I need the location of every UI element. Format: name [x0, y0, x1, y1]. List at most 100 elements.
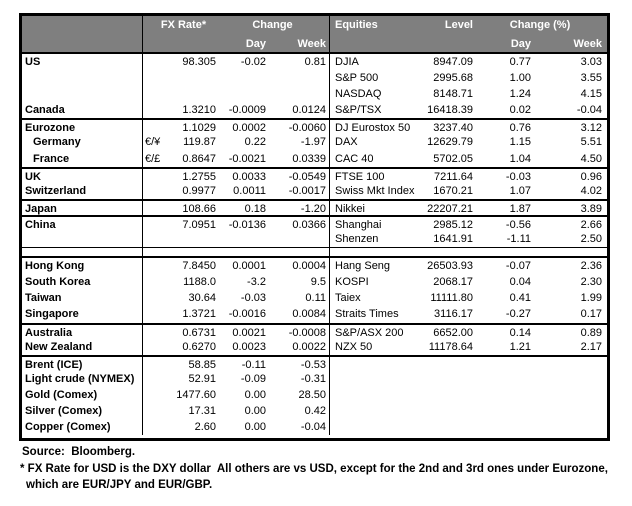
- equity-level-value: 2068.17: [433, 276, 473, 289]
- fx-week-change: -0.0549: [266, 168, 330, 183]
- fx-pair-label: [143, 120, 169, 134]
- fx-week-change: 0.0084: [266, 306, 330, 323]
- equity-level-value: 12629.79: [427, 136, 473, 149]
- fx-day-change: -0.02: [240, 56, 266, 68]
- fx-week-change: 0.81: [266, 54, 330, 71]
- equity-day-change: [473, 248, 531, 256]
- equity-day-change: -0.56: [505, 218, 531, 231]
- fx-day-change: -3.2: [247, 276, 266, 289]
- fx-rate-value: 17.31: [188, 404, 216, 417]
- equity-label: Taiex: [335, 292, 361, 305]
- fx-day-change: 0.0011: [233, 184, 266, 197]
- fx-week-change: 0.0339: [266, 150, 330, 167]
- equity-level-value: 1641.91: [433, 233, 473, 246]
- fx-day-change: 0.0002: [232, 122, 266, 135]
- header-blank-cell: [22, 35, 143, 54]
- header-blank-cell: [418, 35, 473, 54]
- fx-pair-label: [143, 102, 169, 118]
- equity-day-change: 0.77: [509, 56, 531, 68]
- fx-week-change: [266, 70, 330, 87]
- fx-rate-value: 1188.0: [183, 276, 216, 289]
- fx-pair-label: [143, 86, 169, 102]
- equity-level-value: 2985.12: [433, 218, 473, 231]
- equity-week-change: [531, 371, 607, 387]
- fx-day-change: -0.11: [241, 358, 266, 371]
- fx-rate-value: 30.64: [188, 292, 216, 305]
- table-row: Switzerland 0.9977 0.0011 -0.0017 Swiss Mkt …: [22, 182, 607, 199]
- fx-pair-label: [143, 231, 169, 247]
- fx-day-change: 0.0001: [232, 260, 266, 273]
- equity-level-value: 22207.21: [427, 202, 473, 215]
- country-label: Germany: [22, 134, 143, 151]
- country-label: New Zealand: [22, 338, 143, 355]
- equity-week-change: 5.51: [580, 136, 602, 149]
- fx-day-change: 0.0021: [232, 326, 266, 339]
- equity-level-value: 3237.40: [433, 122, 473, 135]
- equity-day-change: 1.24: [509, 88, 531, 101]
- table-row: New Zealand 0.6270 0.0023 0.0022 NZX 50 11178…: [22, 338, 607, 355]
- fx-pair-label: [143, 169, 169, 183]
- header-fx-rate: FX Rate*: [160, 19, 207, 31]
- footnote-line-1: * FX Rate for USD is the DXY dollar All …: [20, 463, 608, 475]
- fx-week-change: -1.20: [266, 200, 330, 215]
- fx-pair-label: [143, 371, 169, 387]
- equity-label: CAC 40: [335, 152, 374, 165]
- header-row-1: FX Rate* Change Equities Level Change (%…: [22, 16, 607, 35]
- fx-week-change: [266, 231, 330, 248]
- header-fx-day: Day: [245, 38, 266, 50]
- table-row: Japan 108.66 0.18 -1.20 Nikkei 22207.21 1.87 3.…: [22, 198, 607, 215]
- fx-pair-label: [143, 274, 169, 290]
- fx-equities-table: FX Rate* Change Equities Level Change (%…: [19, 13, 610, 441]
- table-row: Singapore 1.3721 -0.0016 0.0084 Straits Time…: [22, 306, 607, 323]
- fx-rate-value: [169, 231, 216, 247]
- country-label: Gold (Comex): [22, 386, 143, 403]
- equity-week-change: 3.55: [580, 72, 602, 85]
- table-row: Light crude (NYMEX) 52.91 -0.09 -0.31: [22, 370, 607, 387]
- equity-day-change: [473, 387, 531, 403]
- equity-week-change: 0.89: [580, 326, 602, 339]
- fx-week-change: [266, 248, 330, 257]
- header-fx-week: Week: [266, 35, 330, 54]
- country-label: France: [22, 150, 143, 167]
- fx-rate-value: 1.2755: [182, 170, 216, 183]
- equity-day-change: [473, 419, 531, 435]
- table-row: Australia 0.6731 0.0021 -0.0008 S&P/ASX 200 6…: [22, 322, 607, 339]
- fx-rate-value: [169, 70, 216, 86]
- fx-week-change: 0.0124: [266, 102, 330, 119]
- header-equities: Equities: [335, 19, 378, 31]
- fx-rate-value: 0.6731: [182, 326, 216, 339]
- fx-rate-value: 1.3210: [182, 104, 216, 117]
- country-label: Light crude (NYMEX): [22, 370, 143, 387]
- equity-label: [330, 387, 418, 403]
- fx-pair-label: €/£: [145, 152, 161, 165]
- country-label: Australia: [22, 324, 143, 339]
- equity-day-change: 1.07: [509, 184, 531, 197]
- equity-level-value: 8947.09: [433, 56, 473, 68]
- equity-week-change: [531, 387, 607, 403]
- equity-week-change: [531, 248, 607, 256]
- country-label: Brent (ICE): [22, 356, 143, 371]
- fx-week-change: -0.53: [266, 356, 330, 371]
- country-label: Switzerland: [22, 182, 143, 199]
- header-change: Change: [216, 16, 330, 35]
- header-eq-day: Day: [510, 38, 531, 50]
- equity-label: Shanghai: [335, 218, 382, 231]
- equity-day-change: -0.07: [505, 260, 531, 273]
- fx-rate-value: 2.60: [194, 421, 216, 434]
- fx-day-change: [216, 248, 266, 256]
- country-label: Taiwan: [22, 290, 143, 307]
- equity-label: NZX 50: [335, 340, 373, 353]
- fx-week-change: 0.42: [266, 402, 330, 420]
- equity-week-change: -0.04: [576, 104, 602, 117]
- header-level: Level: [444, 19, 473, 31]
- fx-day-change: [216, 231, 266, 247]
- header-blank-cell: [330, 35, 418, 54]
- table-row: Gold (Comex) 1477.60 0.00 28.50: [22, 386, 607, 403]
- equity-day-change: 0.14: [509, 326, 531, 339]
- fx-day-change: [216, 86, 266, 102]
- equity-week-change: 2.66: [580, 218, 602, 231]
- fx-rate-value: 7.0951: [182, 218, 216, 231]
- equity-day-change: -1.11: [506, 233, 531, 246]
- equity-label: Hang Seng: [335, 260, 391, 273]
